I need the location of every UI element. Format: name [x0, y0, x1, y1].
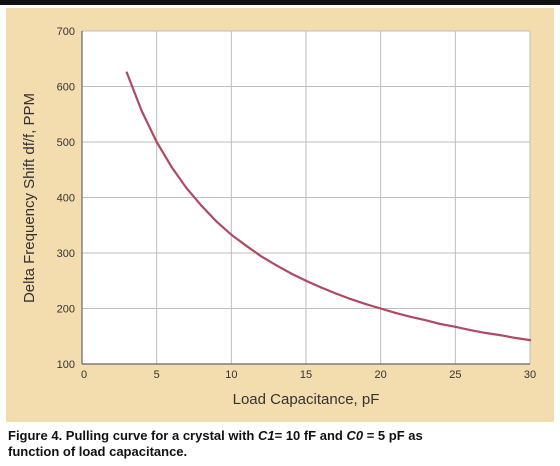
x-tick-labels: 0 5 10 15 20 25 30 [81, 369, 536, 381]
data-point [409, 315, 412, 318]
data-point [528, 339, 532, 342]
caption-prefix: Figure 4. Pulling curve for a crystal wi… [8, 428, 258, 443]
y-tick-label: 500 [57, 137, 75, 149]
caption-line-2: function of load capacitance. [8, 444, 188, 459]
top-border [0, 0, 560, 5]
caption-c1-value: = 10 fF and [274, 428, 347, 443]
x-tick-label: 5 [154, 369, 160, 381]
axes [81, 31, 530, 365]
data-point [260, 255, 263, 258]
data-point [349, 297, 352, 301]
data-point [364, 302, 367, 306]
data-point [125, 71, 128, 74]
data-point [215, 220, 218, 223]
data-point [140, 109, 143, 113]
data-point [230, 233, 233, 236]
data-point [319, 286, 323, 289]
caption-c1-label: C1 [257, 428, 275, 443]
data-point [275, 264, 278, 267]
figure-caption: Figure 4. Pulling curve for a crystal wi… [8, 428, 553, 460]
series-line [125, 71, 532, 342]
data-point [513, 336, 517, 340]
x-tick-label: 10 [225, 369, 237, 381]
data-point [304, 279, 308, 282]
caption-c0-label: C0 [346, 428, 364, 443]
x-tick-label: 25 [449, 369, 461, 381]
x-tick-label: 20 [375, 369, 387, 381]
x-tick-label: 15 [300, 369, 312, 381]
y-axis-label: Delta Frequency Shift df/f, PPM [21, 93, 38, 303]
y-tick-label: 100 [57, 359, 75, 371]
data-point [185, 186, 188, 190]
y-tick-labels: 100 200 300 400 500 600 700 [57, 26, 75, 371]
data-point [454, 325, 457, 328]
y-tick-label: 600 [57, 82, 75, 94]
x-tick-label: 30 [524, 369, 536, 381]
series-points [125, 71, 532, 342]
data-point [245, 244, 248, 247]
data-point [484, 331, 487, 335]
data-point [424, 319, 427, 322]
data-point [394, 311, 397, 315]
data-point [289, 272, 293, 275]
data-point [170, 165, 173, 169]
y-tick-label: 200 [57, 304, 75, 316]
data-point [334, 292, 337, 295]
y-tick-label: 700 [57, 26, 75, 38]
chart: 0 5 10 15 20 25 30 100 200 300 400 500 600 700 Load … [21, 26, 536, 408]
data-point [155, 140, 158, 144]
data-point [200, 204, 203, 207]
x-axis-label: Load Capacitance, pF [233, 391, 380, 408]
x-tick-label: 0 [81, 369, 87, 381]
data-point [499, 334, 502, 337]
data-point [439, 322, 442, 326]
y-tick-label: 300 [57, 248, 75, 260]
data-point [469, 329, 472, 332]
caption-c0-value: = 5 pF as [363, 428, 423, 443]
data-point [379, 307, 382, 310]
y-tick-label: 400 [57, 193, 75, 205]
